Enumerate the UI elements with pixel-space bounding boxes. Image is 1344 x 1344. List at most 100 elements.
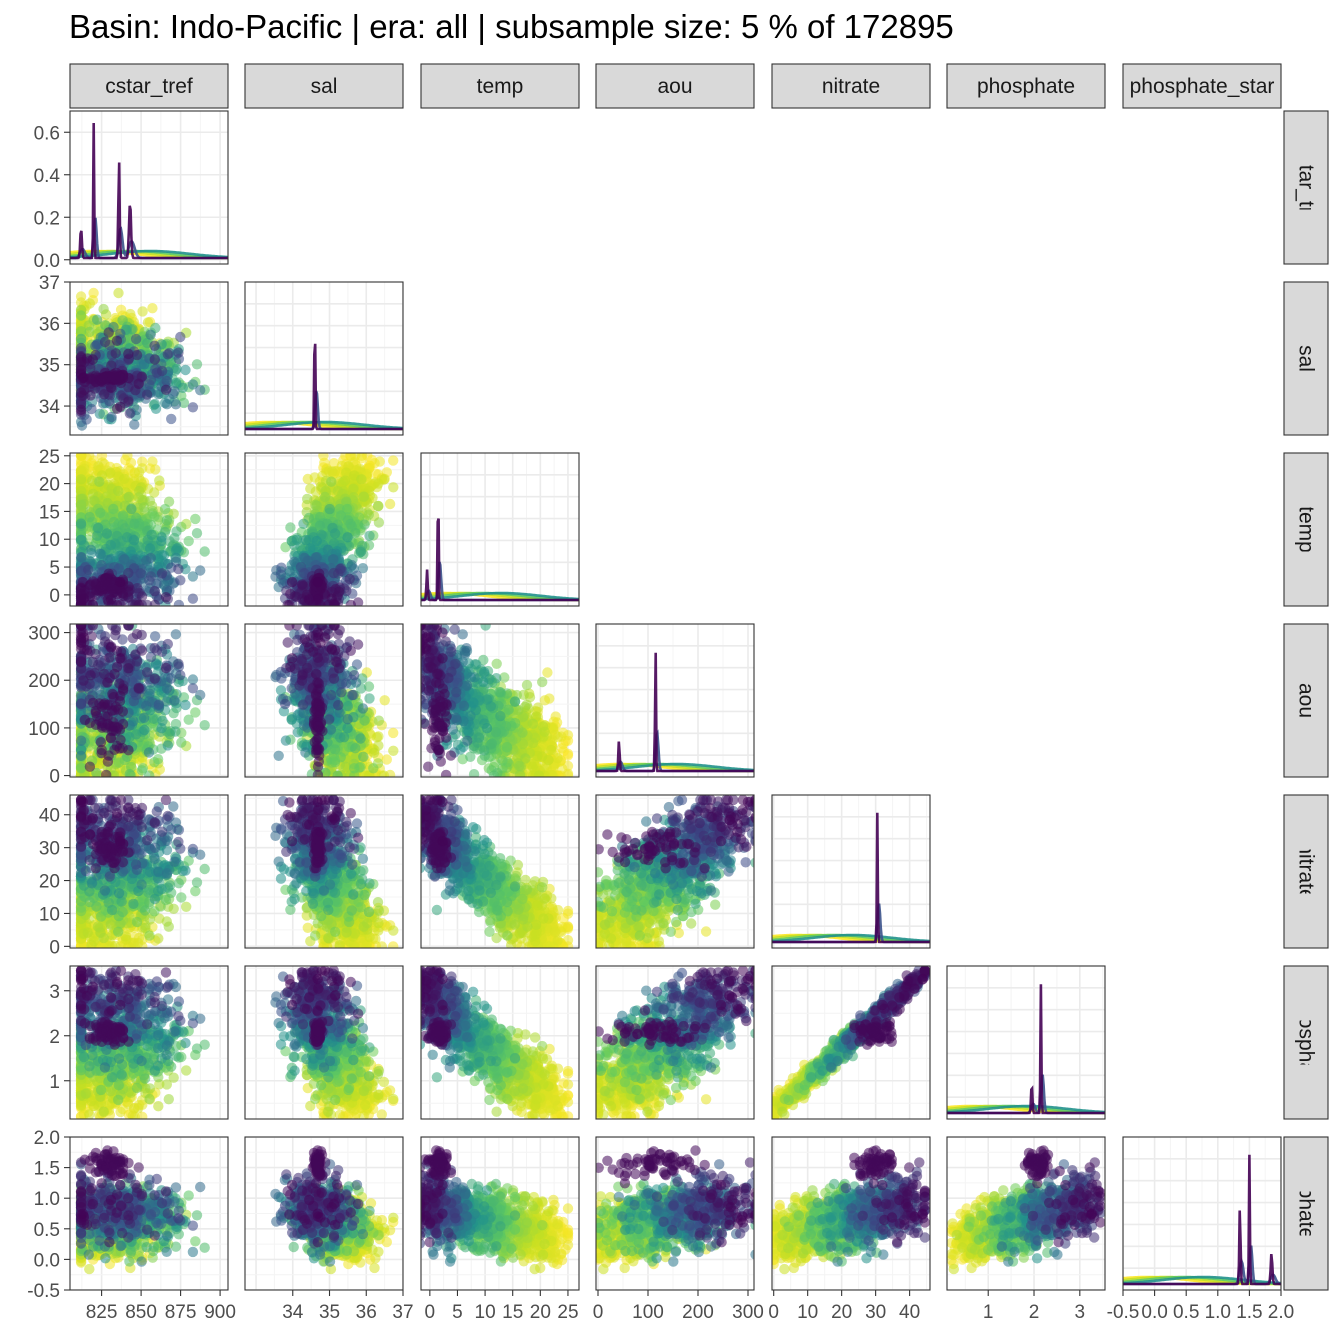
scatter-point [378, 474, 390, 485]
scatter-point [75, 518, 87, 529]
scatter-point [355, 546, 366, 558]
scatter-point [160, 384, 172, 395]
scatter-point [284, 565, 295, 577]
scatter-point [115, 734, 126, 746]
scatter-point [133, 599, 144, 606]
panel-border [69, 452, 229, 607]
scatter-point [104, 652, 115, 663]
scatter-point [164, 536, 175, 547]
scatter-point [94, 408, 106, 419]
scatter-point [195, 565, 206, 576]
scatter-point [133, 467, 145, 478]
scatter-point [123, 491, 134, 503]
scatter-point [357, 563, 369, 574]
scatter-point [160, 662, 172, 674]
panel-border [244, 281, 404, 436]
scatter-point [359, 519, 370, 530]
scatter-point [169, 695, 180, 706]
scatter-point [311, 552, 323, 563]
scatter-point [105, 642, 117, 653]
scatter-point [378, 770, 390, 777]
scatter-point [149, 642, 160, 654]
scatter-point [146, 529, 157, 540]
scatter-point [187, 402, 199, 413]
scatter-point [173, 658, 184, 669]
scatter-point [166, 673, 177, 684]
scatter-point [161, 696, 172, 707]
scatter-point [152, 754, 164, 765]
scatter-point [171, 526, 182, 537]
scatter-point [95, 507, 106, 518]
panel-marks [270, 624, 399, 777]
scatter-point [178, 397, 190, 409]
scatter-point [173, 563, 184, 575]
scatter-point [93, 461, 104, 472]
scatter-point [149, 340, 160, 351]
scatter-point [136, 765, 148, 776]
scatter-point [379, 695, 390, 706]
scatter-point [175, 670, 186, 681]
scatter-point [105, 539, 117, 551]
scatter-point [129, 419, 140, 430]
scatter-point [144, 770, 155, 777]
scatter-point [381, 754, 392, 765]
scatter-point [156, 723, 167, 734]
scatter-point [141, 555, 152, 566]
panel-border [244, 452, 404, 607]
scatter-point [131, 349, 143, 361]
scatter-point [363, 509, 374, 520]
scatter-point [87, 624, 98, 631]
panel-border [69, 281, 229, 436]
scatter-point [109, 721, 121, 732]
scatter-point [136, 358, 147, 370]
scatter-point [108, 503, 119, 515]
scatter-point [101, 769, 112, 777]
scatter-point [128, 534, 140, 546]
scatter-point [135, 568, 146, 579]
scatter-point [328, 567, 339, 579]
panel-temp-vs-temp [420, 452, 580, 607]
scatter-point [161, 399, 173, 410]
scatter-point [91, 530, 103, 541]
scatter-point [298, 518, 309, 529]
scatter-point [187, 571, 199, 582]
scatter-point [161, 683, 173, 694]
panel-sal-vs-sal [244, 281, 404, 436]
scatter-point [75, 404, 87, 415]
scatter-point [87, 374, 99, 385]
scatter-point [284, 599, 295, 606]
scatter-point [106, 411, 117, 423]
scatter-point [170, 399, 182, 410]
scatter-point [133, 378, 144, 389]
scatter-point [162, 638, 173, 650]
scatter-point [311, 535, 322, 547]
scatter-point [358, 491, 369, 502]
panels-layer [69, 110, 1282, 1291]
scatter-point [191, 359, 203, 370]
scatter-point [191, 528, 203, 539]
scatter-point [176, 737, 187, 748]
scatter-point [302, 493, 313, 505]
scatter-point [75, 310, 87, 321]
scatter-point [319, 491, 331, 503]
scatter-point [75, 735, 87, 746]
scatter-point [144, 688, 155, 699]
scatter-point [299, 568, 310, 579]
scatter-point [339, 475, 351, 486]
scatter-point [78, 675, 89, 686]
scatter-point [199, 546, 210, 557]
scatter-point [149, 585, 160, 597]
scatter-point [75, 750, 87, 761]
scatter-point [170, 718, 182, 730]
scatter-point [124, 769, 135, 777]
panel-background [245, 282, 403, 435]
panel-cstar_tref-vs-cstar_tref [69, 110, 229, 265]
scatter-point [108, 516, 120, 528]
scatter-point [109, 770, 120, 777]
scatter-point [99, 389, 110, 400]
scatter-point [388, 727, 399, 739]
scatter-point [75, 552, 87, 563]
scatter-point [114, 371, 125, 383]
scatter-point [101, 573, 112, 584]
panel-background [421, 453, 579, 606]
